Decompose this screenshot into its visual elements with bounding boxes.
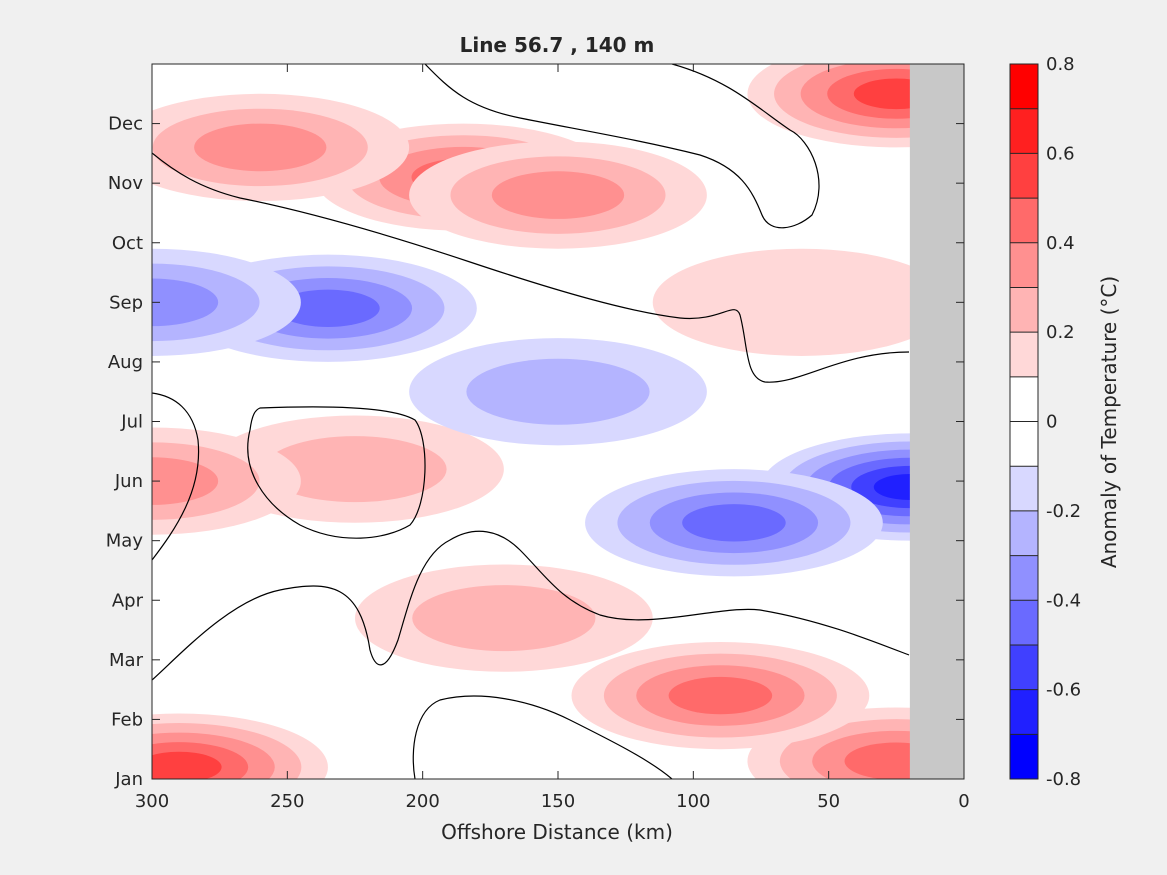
no-data-region <box>909 64 964 779</box>
anomaly-feature <box>152 248 301 356</box>
zero-contour-line <box>424 64 820 229</box>
x-axis: 300 250 200 150 100 50 0 <box>135 64 970 812</box>
anomaly-feature <box>652 248 951 356</box>
chart-title: Line 56.7 , 140 m <box>460 33 655 57</box>
colorbar-segment <box>1010 689 1038 735</box>
colorbar-segment <box>1010 64 1038 109</box>
colorbar-segment <box>1010 600 1038 645</box>
anomaly-feature <box>409 338 707 446</box>
colorbar-tick-label: 0.4 <box>1046 233 1075 254</box>
colorbar-segment <box>1010 421 1038 467</box>
anomaly-feature <box>571 641 870 750</box>
anomaly-feature <box>152 427 301 535</box>
y-tick-label: Jan <box>114 769 143 790</box>
colorbar-label: Anomaly of Temperature (°C) <box>1097 276 1121 568</box>
colorbar-tick-label: -0.6 <box>1046 680 1081 701</box>
x-tick-label: 0 <box>958 791 969 812</box>
colorbar-tick-label: -0.8 <box>1046 769 1081 790</box>
colorbar-tick-label: 0.6 <box>1046 143 1075 164</box>
colorbar <box>1010 64 1038 779</box>
colorbar-tick-label: -0.4 <box>1046 590 1081 611</box>
colorbar-segment <box>1010 466 1038 511</box>
x-tick-label: 150 <box>541 791 575 812</box>
anomaly-feature <box>152 93 410 202</box>
colorbar-segment <box>1010 287 1038 333</box>
x-tick-label: 50 <box>817 791 840 812</box>
colorbar-segment <box>1010 734 1038 779</box>
colorbar-frame <box>1009 63 1039 780</box>
y-tick-label: Oct <box>112 233 143 254</box>
anomaly-band <box>152 457 219 505</box>
zero-contours <box>152 64 910 779</box>
y-tick-label: Aug <box>108 352 143 373</box>
colorbar-segment <box>1010 108 1038 154</box>
x-tick-label: 100 <box>676 791 710 812</box>
anomaly-field <box>152 64 964 779</box>
anomaly-feature <box>585 469 883 577</box>
colorbar-tick-label: 0.2 <box>1046 322 1075 343</box>
anomaly-band <box>194 123 327 172</box>
anomaly-feature <box>409 141 707 249</box>
anomaly-feature <box>355 564 653 672</box>
plot-area <box>152 64 964 779</box>
colorbar-tick-label: 0 <box>1046 412 1057 433</box>
zero-contour-line <box>152 152 910 383</box>
colorbar-segment <box>1010 153 1038 199</box>
y-tick-label: Feb <box>111 709 143 730</box>
y-tick-label: Jul <box>120 412 143 433</box>
anomaly-feature <box>152 713 328 779</box>
anomaly-band <box>263 436 447 503</box>
colorbar-segment <box>1010 242 1038 288</box>
colorbar-tick-label: -0.2 <box>1046 501 1081 522</box>
colorbar-segment <box>1010 198 1038 243</box>
x-tick-label: 200 <box>405 791 439 812</box>
x-tick-label: 250 <box>270 791 304 812</box>
colorbar-segment <box>1010 376 1038 422</box>
anomaly-band <box>412 585 596 652</box>
y-tick-label: Dec <box>108 114 143 135</box>
colorbar-segment <box>1010 510 1038 556</box>
y-tick-label: Apr <box>112 590 144 611</box>
anomaly-band <box>152 278 219 327</box>
anomaly-band <box>276 289 380 327</box>
colorbar-tick-label: 0.8 <box>1046 54 1075 75</box>
zero-contour-line <box>152 392 200 561</box>
zero-contour-line <box>152 530 910 681</box>
anomaly-band <box>491 171 625 219</box>
anomaly-band <box>152 751 222 779</box>
y-tick-label: Jun <box>114 471 143 492</box>
x-axis-label: Offshore Distance (km) <box>441 820 673 844</box>
anomaly-band <box>652 248 951 356</box>
y-tick-label: Sep <box>109 292 143 313</box>
colorbar-segment <box>1010 332 1038 377</box>
colorbar-segment <box>1010 555 1038 601</box>
y-axis: Jan Feb Mar Apr May Jun Jul Aug Sep Oct Nov Dec <box>106 114 964 790</box>
zero-contour-line <box>247 406 426 539</box>
colorbar-segment <box>1010 644 1038 690</box>
y-tick-label: May <box>106 531 144 552</box>
y-tick-label: Mar <box>109 650 144 671</box>
x-tick-label: 300 <box>135 791 169 812</box>
y-tick-label: Nov <box>108 173 143 194</box>
anomaly-band <box>668 676 773 715</box>
anomaly-band <box>466 358 650 425</box>
anomaly-band <box>682 504 786 542</box>
colorbar-ticks: 0.8 0.6 0.4 0.2 0 -0.2 -0.4 -0.6 -0.8 <box>1046 54 1081 790</box>
zero-contour-line <box>412 695 673 779</box>
